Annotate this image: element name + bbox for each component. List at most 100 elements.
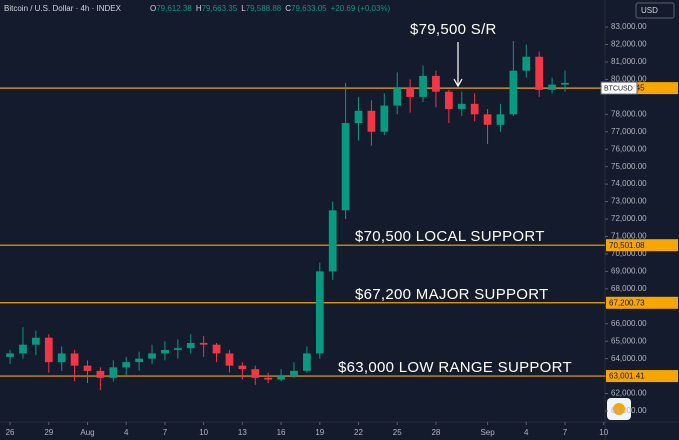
field-value: 79,633.05	[291, 4, 327, 13]
logo	[607, 398, 631, 420]
y-tick-label: 74,000.00	[611, 179, 647, 188]
candle-body	[19, 344, 27, 354]
candle-body	[83, 365, 92, 371]
currency-box[interactable]	[635, 2, 675, 19]
candle-body	[303, 353, 311, 371]
candle-body	[57, 353, 66, 363]
x-tick-label: 29	[44, 428, 53, 437]
y-tick-label: 81,000.00	[611, 57, 647, 66]
ticker-tag	[600, 81, 638, 95]
symbol: Bitcoin / U.S. Dollar · 4h · INDEX	[4, 4, 122, 13]
candle-body	[173, 348, 182, 350]
candle-body	[522, 56, 531, 71]
candle-body	[509, 70, 518, 115]
x-tick-label: 13	[238, 428, 247, 437]
candle-body	[548, 84, 556, 90]
candle-body	[6, 353, 14, 357]
candle-body	[354, 110, 363, 124]
y-tick-label: 76,000.00	[611, 144, 647, 153]
candle-body	[109, 367, 118, 378]
x-tick-label: Sep	[480, 428, 495, 437]
candle-body	[212, 344, 221, 354]
annotation: $63,000 LOW RANGE SUPPORT	[338, 359, 572, 376]
change: +20.69 (+0.03%)	[331, 4, 391, 13]
x-tick-label: 7	[163, 428, 168, 437]
y-tick-label: 73,000.00	[611, 197, 647, 206]
candle-body	[264, 377, 273, 380]
candle-body	[199, 342, 208, 345]
field-key: L	[241, 4, 246, 13]
candle-body	[432, 75, 440, 92]
level-tag	[606, 296, 678, 309]
level-label: 63,001.41	[609, 372, 645, 381]
ohlc: O79,612.38 H79,663.35 L79,588.88 C79,633.05…	[150, 4, 391, 13]
candle-body	[70, 353, 79, 366]
x-tick-label: 4	[124, 428, 129, 437]
x-tick-label: Aug	[80, 428, 94, 437]
y-tick-label: 77,000.00	[611, 127, 647, 136]
y-tick-label: 61,000.00	[611, 406, 647, 415]
x-tick-label: 19	[315, 428, 324, 437]
y-tick-label: 70,000.00	[611, 249, 647, 258]
field-value: 79,663.35	[202, 4, 238, 13]
y-tick-label: 83,000.00	[611, 22, 647, 31]
y-tick-label: 69,000.00	[611, 266, 647, 275]
candle-body	[277, 376, 285, 380]
field-value: 79,612.38	[156, 4, 192, 13]
candle-body	[96, 370, 105, 378]
y-tick-label: 75,000.00	[611, 162, 647, 171]
y-tick-label: 64,000.00	[611, 354, 647, 363]
level-tag	[606, 239, 678, 252]
field-key: C	[285, 4, 291, 13]
x-tick-label: 28	[431, 428, 440, 437]
candle-body	[483, 114, 492, 125]
y-tick-label: 82,000.00	[611, 40, 647, 49]
candle-body	[44, 337, 53, 363]
candle-body	[135, 358, 143, 363]
candle-body	[32, 337, 40, 345]
y-tick-label: 80,000.00	[611, 75, 647, 84]
y-tick-label: 62,000.00	[611, 389, 647, 398]
candle-body	[380, 105, 389, 132]
header: Bitcoin / U.S. Dollar · 4h · INDEX O79,6…	[4, 4, 391, 13]
annotation: $79,500 S/R	[410, 21, 497, 38]
candle-body	[122, 362, 131, 368]
candle-body	[406, 88, 415, 97]
x-tick-label: 26	[6, 428, 15, 437]
level-label: 67,200.73	[609, 298, 645, 307]
candle-body	[393, 88, 402, 106]
candle-body	[457, 103, 466, 110]
candle-body	[367, 110, 376, 132]
y-tick-label: 71,000.00	[611, 232, 647, 241]
currency[interactable]: USD	[641, 6, 658, 15]
candle-body	[535, 56, 544, 90]
annotation: $70,500 LOCAL SUPPORT	[355, 228, 545, 245]
candle-body	[290, 370, 298, 377]
x-tick-label: 10	[199, 428, 208, 437]
candle-body	[419, 75, 427, 97]
candle-body	[341, 123, 350, 211]
x-tick-label: 16	[277, 428, 286, 437]
field-key: H	[196, 4, 202, 13]
candle-body	[561, 82, 569, 85]
x-tick-label: 10	[599, 428, 608, 437]
level-label: 70,501.08	[609, 241, 645, 250]
x-tick-label: 22	[354, 428, 363, 437]
ticker: BTCUSD	[604, 85, 633, 92]
candle-body	[186, 342, 195, 349]
annotation: $67,200 MAJOR SUPPORT	[355, 286, 549, 303]
y-tick-label: 65,000.00	[611, 336, 647, 345]
candle-body	[225, 353, 234, 366]
candle-body	[328, 210, 337, 272]
candle-body	[315, 271, 324, 354]
level-tag	[606, 370, 678, 383]
candle-body	[251, 369, 260, 378]
arrow-head	[453, 78, 463, 88]
y-tick-label: 78,000.00	[611, 109, 647, 118]
x-tick-label: 4	[524, 428, 529, 437]
x-tick-label: 7	[563, 428, 568, 437]
field-value: 79,588.88	[246, 4, 282, 13]
candle-body	[496, 114, 505, 125]
candle-body	[470, 103, 479, 115]
